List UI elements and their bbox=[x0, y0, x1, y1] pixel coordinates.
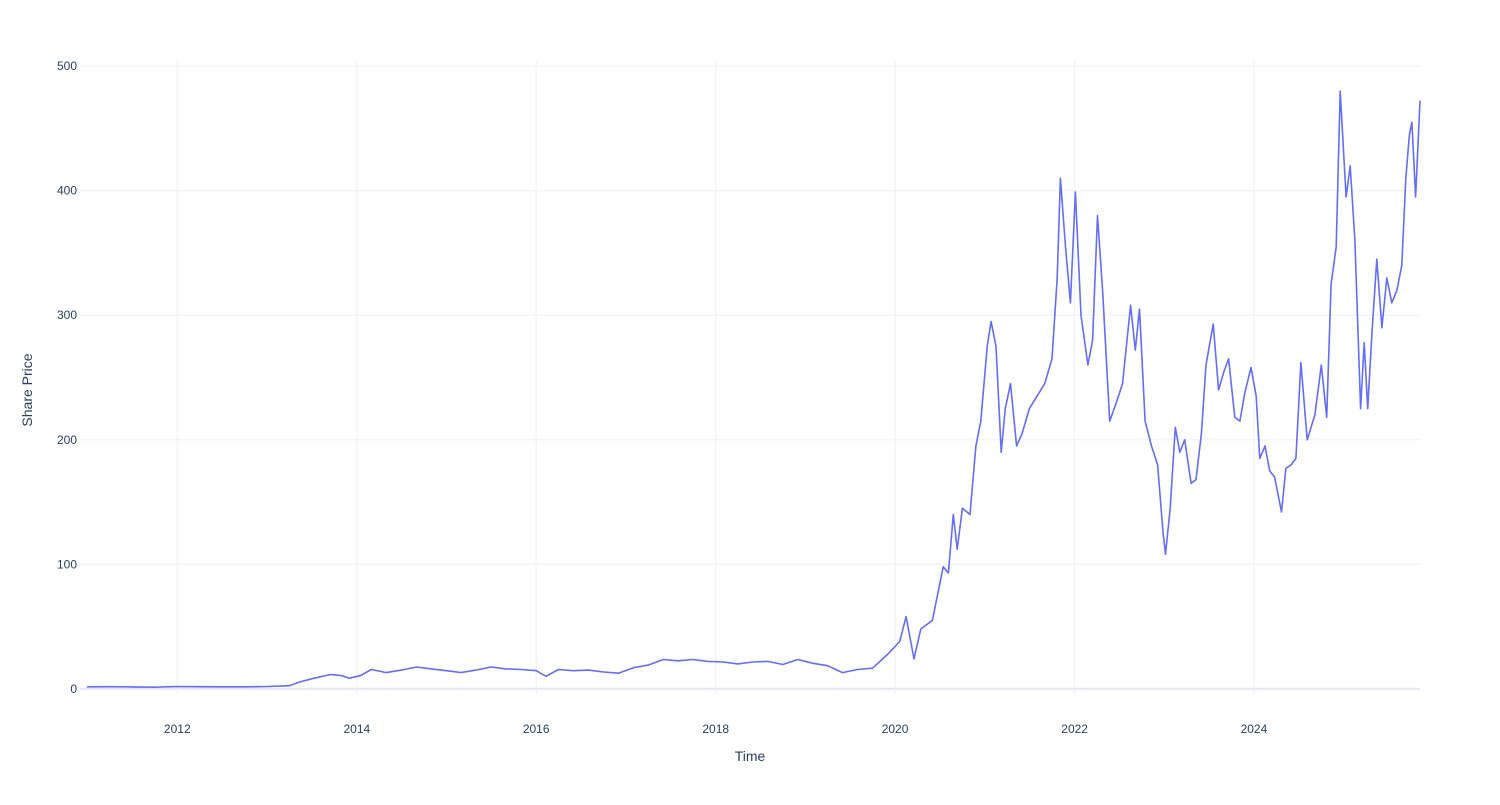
x-tick-label: 2024 bbox=[1241, 722, 1268, 736]
x-tick-label: 2022 bbox=[1061, 722, 1088, 736]
x-tick-label: 2020 bbox=[882, 722, 909, 736]
x-axis-title: Time bbox=[735, 748, 766, 764]
y-axis-title: Share Price bbox=[19, 353, 35, 426]
x-axis-ticks: 2012 2014 2016 2018 2020 2022 2024 bbox=[164, 722, 1268, 736]
grid bbox=[80, 60, 1420, 695]
x-tick-label: 2016 bbox=[523, 722, 550, 736]
series-layer bbox=[86, 90, 1421, 688]
y-tick-label: 100 bbox=[57, 557, 77, 571]
y-tick-label: 300 bbox=[57, 308, 77, 322]
y-tick-label: 400 bbox=[57, 184, 77, 198]
y-tick-label: 500 bbox=[57, 59, 77, 73]
share-price-line bbox=[86, 90, 1421, 688]
y-axis-ticks: 0 100 200 300 400 500 bbox=[57, 59, 77, 696]
x-tick-label: 2018 bbox=[702, 722, 729, 736]
x-tick-label: 2014 bbox=[343, 722, 370, 736]
x-tick-label: 2012 bbox=[164, 722, 191, 736]
y-tick-label: 0 bbox=[70, 682, 77, 696]
y-tick-label: 200 bbox=[57, 433, 77, 447]
